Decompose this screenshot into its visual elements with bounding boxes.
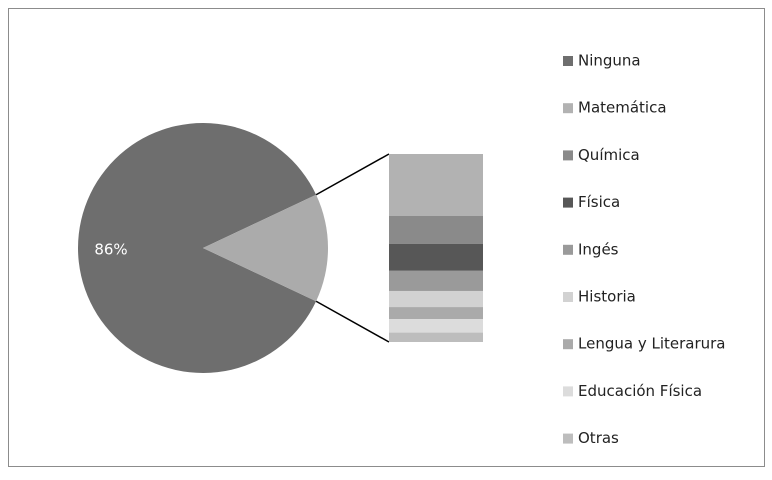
legend-swatch: [563, 56, 573, 66]
legend-label: Ingés: [578, 240, 619, 258]
data-label: 86%: [94, 241, 127, 259]
legend-label: Matemática: [578, 99, 667, 117]
legend-swatch: [563, 339, 573, 350]
legend-swatch: [563, 150, 573, 161]
legend-swatch: [563, 433, 573, 444]
connector: [315, 153, 390, 196]
bar-segment: [389, 332, 483, 342]
bar-segment: [389, 290, 483, 308]
legend-label: Lengua y Literarura: [578, 335, 726, 353]
bar-segment: [389, 215, 483, 244]
bar-segment: [389, 319, 483, 333]
bar-segment: [389, 270, 483, 291]
bar-segment: [389, 243, 483, 271]
pie-slice: [78, 122, 317, 373]
legend-label: Ninguna: [578, 52, 641, 70]
legend-label: Física: [578, 193, 620, 211]
pie-slice-other: [203, 194, 329, 302]
legend-label: Educación Física: [578, 382, 702, 400]
legend-label: Química: [578, 146, 640, 164]
legend-swatch: [563, 103, 573, 114]
legend-swatch: [563, 386, 573, 397]
bar-segment: [389, 307, 483, 320]
legend-swatch: [563, 197, 573, 208]
bar-segment: [389, 154, 483, 216]
legend-label: Otras: [578, 429, 619, 447]
connector: [315, 300, 390, 343]
legend-label: Historia: [578, 288, 636, 306]
legend-swatch: [563, 292, 573, 302]
legend-swatch: [563, 244, 573, 255]
